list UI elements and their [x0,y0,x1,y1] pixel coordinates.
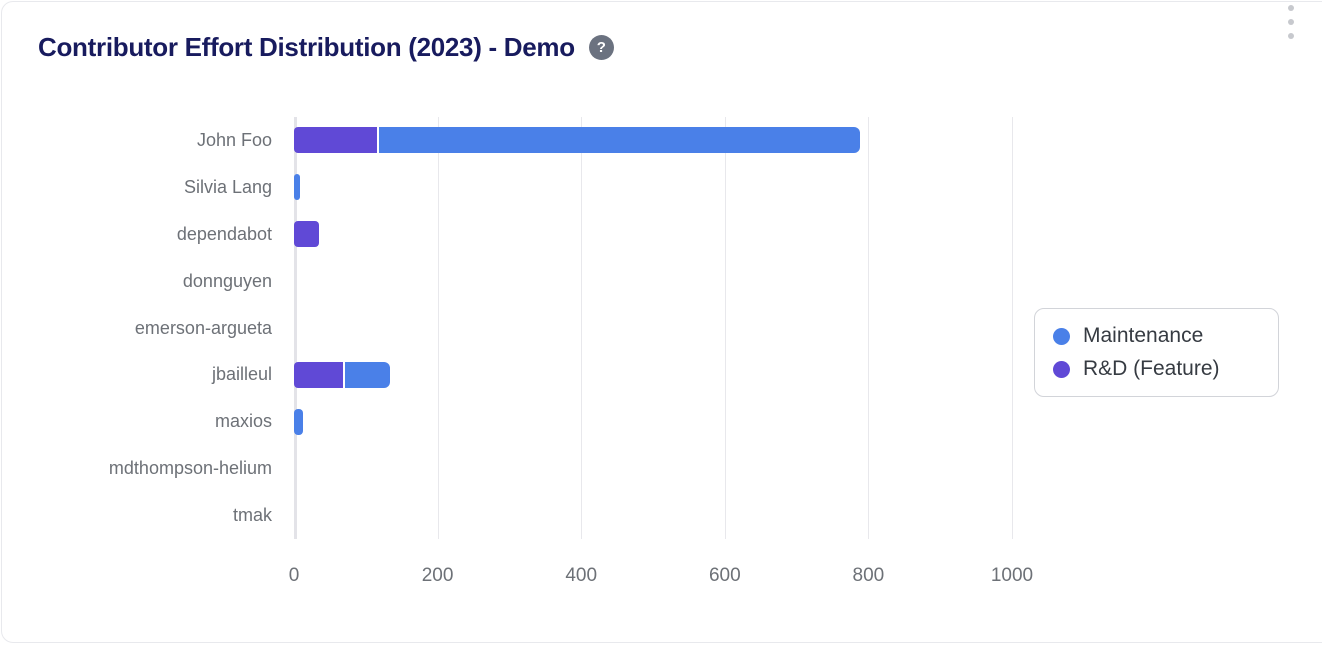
bar-segment[interactable] [378,127,860,154]
bar-rows [294,117,1012,539]
bar-row [294,164,1012,211]
x-tick-label: 400 [565,565,598,586]
x-tick-label: 1000 [990,565,1034,586]
bar-segment[interactable] [294,361,343,388]
gridline [581,117,583,539]
bar-row [294,258,1012,305]
y-axis-labels: John Foo Silvia Lang dependabot donnguyen em… [2,117,272,539]
gridline [868,117,870,539]
legend-label: Maintenance [1083,324,1204,347]
category-label: John Foo [196,129,272,150]
bar-row [294,398,1012,445]
bar-row [294,117,1012,164]
bar-segment[interactable] [294,174,300,201]
gridline [1012,117,1013,539]
category-label: Silvia Lang [183,176,272,197]
x-axis-ticks: 0 200 400 600 800 1000 [289,565,1033,591]
plot-area [294,117,1013,539]
category-label: emerson-argueta [134,317,272,338]
axis-line [294,117,297,539]
category-label: jbailleul [211,364,272,385]
bar-segment[interactable] [294,221,320,248]
legend-item[interactable]: R&D (Feature) [1053,357,1262,381]
category-label: maxios [214,411,272,432]
bar-row [294,445,1012,492]
chart-legend: Maintenance R&D (Feature) [1034,308,1279,397]
help-icon[interactable]: ? [588,35,614,60]
bar-segment[interactable] [294,408,303,435]
x-tick-label: 200 [421,565,454,586]
legend-item[interactable]: Maintenance [1053,324,1262,348]
x-tick-label: 0 [288,565,300,586]
bar-row [294,351,1012,398]
card-header: Contributor Effort Distribution (2023) -… [38,32,1310,63]
x-tick-label: 600 [708,565,741,586]
gridline [437,117,439,539]
x-tick-label: 800 [852,565,885,586]
legend-swatch-icon [1053,360,1070,378]
bar-row [294,211,1012,258]
category-label: donnguyen [182,270,272,291]
bar-segment[interactable] [344,361,391,388]
legend-label: R&D (Feature) [1083,357,1220,380]
bar-segment[interactable] [294,127,377,154]
bar-row [294,492,1012,539]
category-label: mdthompson-helium [108,458,272,479]
gridline [724,117,726,539]
kebab-menu-icon[interactable] [1286,5,1296,39]
category-label: tmak [232,505,272,526]
chart-title: Contributor Effort Distribution (2023) -… [38,32,575,62]
legend-swatch-icon [1053,327,1070,345]
category-label: dependabot [176,223,272,244]
bar-row [294,305,1012,352]
